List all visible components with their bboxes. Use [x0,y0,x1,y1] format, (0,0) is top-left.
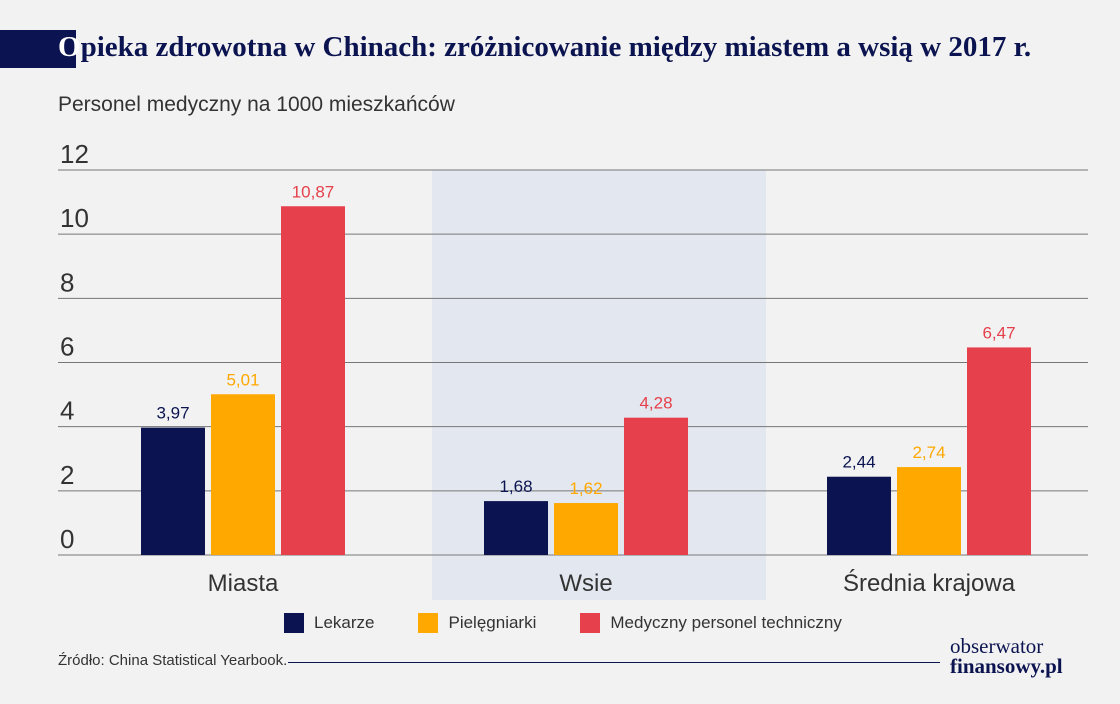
data-label: 1,62 [569,479,602,498]
y-tick-label: 0 [60,524,74,554]
category-label: Miasta [208,570,279,597]
legend-label: Pielęgniarki [448,613,537,632]
data-label: 2,74 [912,443,945,462]
bar [484,501,548,555]
category-label: Wsie [559,570,612,597]
bar-layer [141,206,1031,556]
legend-item: Medyczny personel techniczny [580,613,842,633]
data-label: 2,44 [842,453,875,472]
legend-swatch [418,613,439,633]
data-label-layer: 3,97 5,01 10,87 1,68 1,62 4,28 2,44 2,74 6,47 [156,182,1015,498]
chart-title: Opieka zdrowotna w Chinach: zróżnicowani… [58,31,1031,64]
legend-label: Medyczny personel techniczny [610,613,842,632]
legend-item: Lekarze [284,613,374,633]
y-tick-label: 4 [60,396,74,426]
publisher-logo: obserwator finansowy.pl [950,634,1090,678]
y-tick-label: 12 [60,139,89,169]
legend-swatch [284,613,304,633]
category-label-layer: Miasta Wsie Średnia krajowa [208,569,1016,597]
y-tick-label: 10 [60,203,89,233]
legend-swatch [580,613,601,633]
bar [554,503,618,555]
data-label: 3,97 [156,404,189,423]
bar [281,206,345,556]
title-first-letter: O [58,31,81,63]
bar [827,476,891,555]
bar [897,467,961,555]
logo-text-line2: finansowy.pl [950,654,1063,678]
data-label: 4,28 [639,394,672,413]
data-label: 6,47 [982,323,1015,342]
source-divider [288,662,940,663]
data-label: 1,68 [499,477,532,496]
category-label: Średnia krajowa [843,569,1016,597]
legend-item: Pielęgniarki [418,613,536,633]
title-text: pieka zdrowotna w Chinach: zróżnicowanie… [80,31,1032,63]
legend-label: Lekarze [314,613,375,632]
bar [211,394,275,555]
y-tick-label: 2 [60,460,74,490]
bar [141,427,205,555]
logo-text-line1: obserwator [950,634,1044,658]
y-tick-label: 6 [60,332,74,362]
data-label: 5,01 [226,370,259,389]
y-axis-label: Personel medyczny na 1000 mieszkańców [58,93,455,116]
data-label: 10,87 [292,182,335,201]
source-note: Źródło: China Statistical Yearbook. [58,652,288,669]
bar [967,347,1031,555]
bar [624,417,688,555]
y-tick-layer: 0 2 4 6 8 10 12 [60,139,89,554]
title-accent-bar [0,30,76,68]
y-tick-label: 8 [60,267,74,297]
legend: Lekarze Pielęgniarki Medyczny personel tec… [284,613,886,633]
